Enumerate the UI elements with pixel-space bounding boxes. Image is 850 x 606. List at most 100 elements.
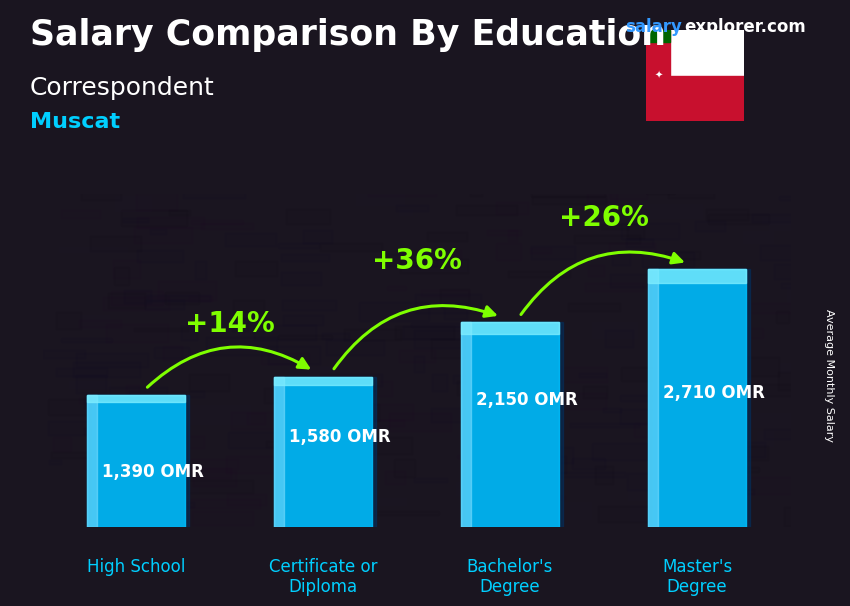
Bar	[383, 448, 413, 460]
Bar	[187, 481, 253, 493]
Bar	[355, 471, 416, 488]
Bar	[543, 367, 608, 382]
Bar	[126, 385, 139, 399]
Bar	[356, 302, 388, 311]
Bar	[61, 338, 112, 342]
Text: salary: salary	[625, 18, 682, 36]
Bar	[217, 333, 265, 350]
Bar	[630, 505, 646, 521]
Bar	[465, 325, 505, 336]
Bar	[430, 352, 473, 364]
Bar	[190, 220, 243, 224]
Bar	[691, 273, 755, 291]
Text: 1,580 OMR: 1,580 OMR	[289, 428, 391, 446]
Bar	[88, 395, 184, 527]
Bar	[779, 363, 850, 372]
Bar	[235, 261, 277, 276]
Bar	[646, 30, 744, 76]
Bar	[403, 327, 477, 339]
Bar	[396, 205, 428, 210]
Bar	[725, 442, 765, 456]
Text: Correspondent: Correspondent	[30, 76, 214, 100]
Bar	[661, 204, 710, 218]
Bar	[585, 283, 643, 291]
Bar	[583, 385, 607, 398]
Bar	[660, 419, 700, 429]
Bar	[394, 459, 415, 477]
Bar	[506, 456, 565, 473]
Text: High School: High School	[87, 558, 185, 576]
Bar	[327, 390, 375, 395]
Bar	[183, 183, 246, 198]
Bar	[366, 511, 439, 515]
Bar	[385, 471, 405, 484]
Bar	[114, 267, 128, 285]
Bar	[84, 456, 97, 469]
Bar	[507, 230, 518, 241]
Bar	[111, 291, 163, 305]
Bar	[620, 409, 674, 424]
Bar	[196, 261, 207, 279]
Bar	[428, 436, 498, 442]
Bar	[194, 455, 237, 465]
Bar	[456, 482, 521, 495]
Bar	[88, 395, 184, 402]
Bar	[457, 454, 483, 458]
Bar	[81, 183, 121, 200]
Bar	[738, 489, 754, 494]
Bar	[605, 330, 633, 347]
Bar	[103, 297, 169, 310]
Bar	[470, 361, 497, 370]
Bar	[461, 416, 472, 426]
Bar	[282, 299, 336, 310]
Bar	[532, 196, 605, 204]
Bar	[76, 353, 149, 367]
Bar	[79, 470, 93, 476]
Bar	[269, 224, 280, 236]
Text: ✦: ✦	[654, 71, 662, 81]
Bar	[688, 207, 721, 211]
Bar	[366, 298, 435, 316]
Bar	[158, 281, 216, 299]
Bar	[269, 393, 305, 396]
Bar	[715, 264, 741, 273]
Bar	[123, 218, 148, 222]
Bar	[278, 335, 332, 339]
Bar	[695, 450, 719, 463]
Bar	[731, 467, 759, 472]
Bar	[730, 357, 779, 376]
Bar	[515, 398, 541, 416]
Bar	[178, 436, 204, 448]
Bar	[349, 438, 412, 454]
Bar	[470, 190, 482, 196]
Bar	[756, 431, 773, 446]
Bar	[201, 224, 253, 229]
Bar	[316, 404, 351, 418]
Bar	[59, 247, 127, 252]
Bar	[487, 230, 521, 235]
Bar	[228, 432, 286, 448]
Bar	[664, 464, 685, 476]
Bar	[377, 381, 393, 396]
Bar	[337, 404, 379, 421]
Bar	[762, 217, 817, 224]
Bar	[194, 471, 235, 485]
Bar	[388, 348, 411, 353]
Bar	[496, 202, 528, 215]
Bar	[462, 322, 558, 334]
Bar	[785, 507, 795, 526]
Bar	[609, 242, 655, 251]
Bar	[402, 250, 461, 267]
Bar	[552, 447, 573, 463]
Bar	[167, 505, 183, 520]
Bar	[529, 496, 565, 499]
Bar	[456, 381, 510, 395]
Bar	[154, 347, 190, 358]
Bar	[124, 290, 151, 303]
Bar	[668, 478, 743, 491]
Bar	[139, 428, 158, 436]
Bar	[150, 487, 198, 493]
Bar	[695, 221, 725, 231]
Bar	[106, 324, 167, 342]
Bar	[254, 325, 315, 340]
